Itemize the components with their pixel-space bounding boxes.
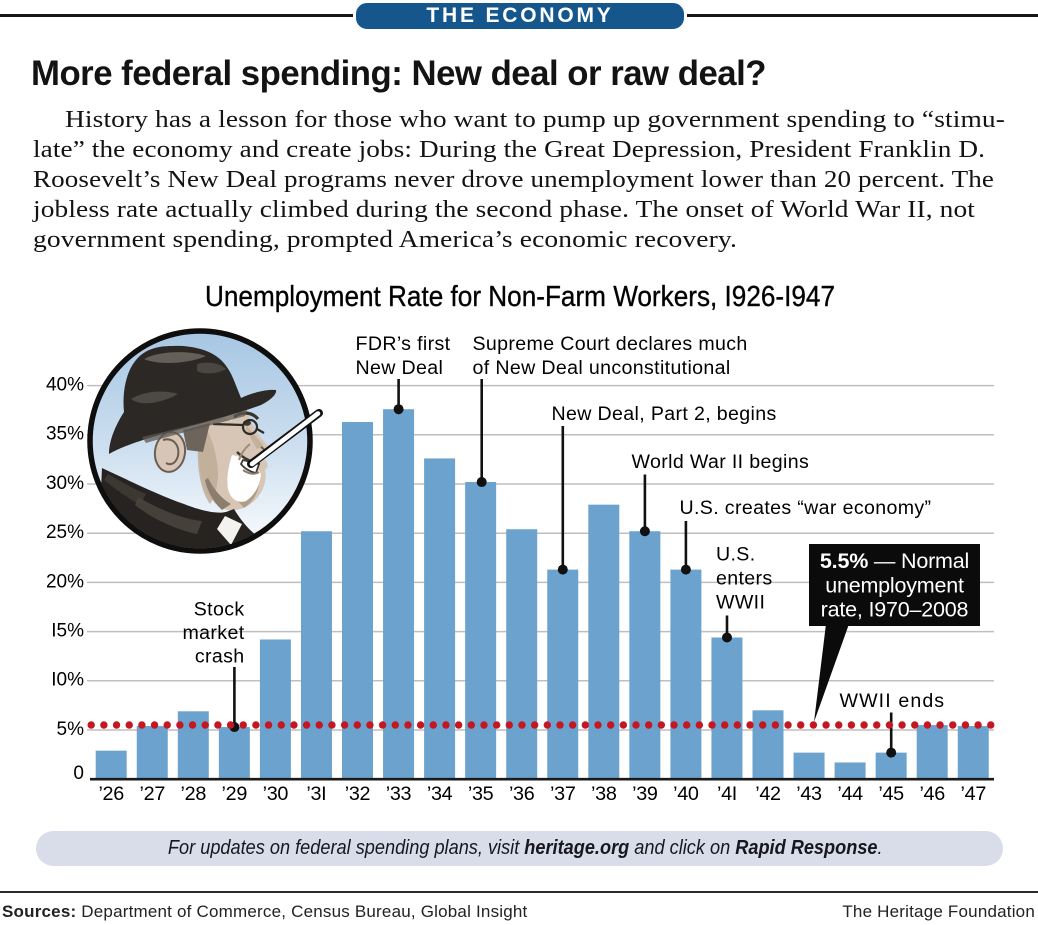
svg-text:5.5% — Normal: 5.5% — Normal (820, 549, 969, 573)
svg-text:’4I: ’4I (717, 783, 737, 805)
svg-text:’46: ’46 (919, 783, 945, 805)
svg-text:’29: ’29 (222, 783, 248, 805)
svg-text:30%: 30% (46, 473, 84, 494)
svg-text:New Deal, Part 2, begins: New Deal, Part 2, begins (552, 403, 777, 425)
svg-text:U.S. creates “war economy”: U.S. creates “war economy” (680, 497, 932, 519)
svg-text:WWII ends: WWII ends (840, 690, 946, 712)
svg-text:FDR’s first: FDR’s first (356, 333, 451, 355)
svg-text:Supreme Court declares much: Supreme Court declares much (473, 333, 748, 355)
svg-text:I0%: I0% (51, 670, 84, 691)
svg-text:’30: ’30 (263, 783, 289, 805)
svg-text:5%: 5% (57, 719, 85, 740)
svg-text:’28: ’28 (181, 783, 207, 805)
svg-text:’32: ’32 (345, 783, 371, 805)
svg-text:’33: ’33 (386, 783, 412, 805)
svg-text:enters: enters (716, 567, 773, 589)
svg-text:market: market (183, 622, 245, 644)
svg-text:’37: ’37 (550, 783, 576, 805)
svg-text:’45: ’45 (878, 783, 904, 805)
svg-text:’36: ’36 (509, 783, 535, 805)
svg-text:WWII: WWII (716, 592, 765, 614)
svg-text:U.S.: U.S. (716, 544, 756, 566)
svg-text:’34: ’34 (427, 783, 453, 805)
svg-text:New Deal: New Deal (356, 357, 444, 379)
svg-text:I5%: I5% (51, 621, 84, 642)
svg-text:’43: ’43 (796, 783, 822, 805)
svg-text:40%: 40% (46, 375, 84, 396)
svg-text:’44: ’44 (837, 783, 863, 805)
svg-text:Stock: Stock (194, 599, 245, 621)
svg-text:’3I: ’3I (306, 783, 326, 805)
svg-text:crash: crash (195, 646, 245, 668)
svg-text:Unemployment Rate for Non-Farm: Unemployment Rate for Non-Farm Workers, … (205, 281, 835, 313)
svg-text:’47: ’47 (961, 783, 987, 805)
svg-text:’35: ’35 (468, 783, 494, 805)
svg-text:’26: ’26 (98, 783, 124, 805)
svg-text:0: 0 (73, 763, 84, 784)
svg-text:of New Deal unconstitutional: of New Deal unconstitutional (473, 357, 731, 379)
svg-text:’27: ’27 (140, 783, 166, 805)
svg-text:’42: ’42 (755, 783, 781, 805)
svg-text:25%: 25% (46, 522, 84, 543)
svg-text:World War II begins: World War II begins (632, 451, 810, 473)
svg-text:’40: ’40 (673, 783, 699, 805)
svg-text:’39: ’39 (632, 783, 658, 805)
svg-text:’38: ’38 (591, 783, 617, 805)
svg-text:35%: 35% (46, 424, 84, 445)
svg-text:20%: 20% (46, 571, 84, 592)
svg-text:unemployment: unemployment (825, 574, 964, 598)
svg-text:rate, I970–2008: rate, I970–2008 (821, 598, 969, 622)
